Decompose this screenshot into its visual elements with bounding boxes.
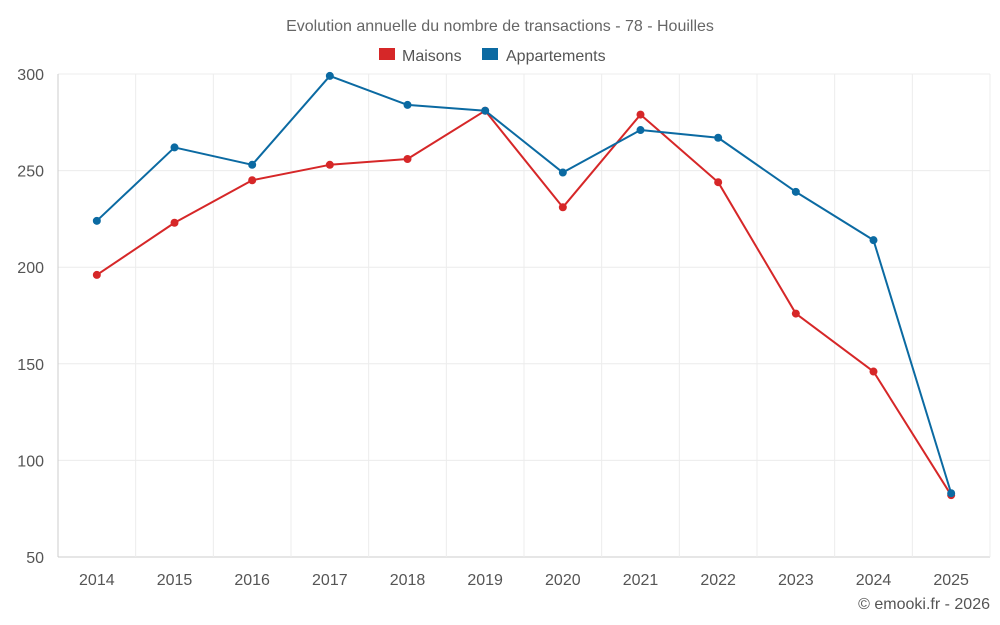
data-point-maisons-2023[interactable] xyxy=(791,309,800,318)
x-tick-label: 2025 xyxy=(933,572,969,589)
data-point-appartements-2023[interactable] xyxy=(791,187,800,196)
legend-swatch-appartements xyxy=(482,48,498,60)
data-point-appartements-2021[interactable] xyxy=(636,126,645,135)
grid xyxy=(57,73,991,558)
data-point-appartements-2024[interactable] xyxy=(869,236,878,245)
y-tick-label: 150 xyxy=(17,357,44,374)
x-tick-label: 2022 xyxy=(700,572,736,589)
chart-title: Evolution annuelle du nombre de transact… xyxy=(286,18,714,35)
data-point-appartements-2016[interactable] xyxy=(248,160,257,169)
data-point-maisons-2018[interactable] xyxy=(403,155,412,164)
series-line-maisons xyxy=(96,109,953,496)
legend-swatch-maisons xyxy=(379,48,395,60)
legend: Maisons Appartements xyxy=(379,48,606,65)
y-axis: 50 100 150 200 250 300 xyxy=(17,67,44,567)
x-tick-label: 2017 xyxy=(312,572,348,589)
data-point-appartements-2014[interactable] xyxy=(92,216,101,225)
data-point-maisons-2015[interactable] xyxy=(170,218,179,227)
data-point-appartements-2025[interactable] xyxy=(947,489,956,498)
x-tick-label: 2021 xyxy=(623,572,659,589)
credit-text: © emooki.fr - 2026 xyxy=(858,596,990,613)
y-tick-label: 300 xyxy=(17,67,44,84)
data-point-maisons-2014[interactable] xyxy=(92,270,101,279)
legend-label-appartements[interactable]: Appartements xyxy=(506,48,606,65)
y-tick-label: 100 xyxy=(17,453,44,470)
data-point-maisons-2020[interactable] xyxy=(558,203,567,212)
y-tick-label: 200 xyxy=(17,260,44,277)
y-tick-label: 250 xyxy=(17,164,44,181)
x-tick-label: 2015 xyxy=(157,572,193,589)
data-point-maisons-2021[interactable] xyxy=(636,110,645,119)
x-tick-label: 2018 xyxy=(390,572,426,589)
legend-label-maisons[interactable]: Maisons xyxy=(402,48,462,65)
data-point-maisons-2016[interactable] xyxy=(248,176,257,185)
data-point-appartements-2022[interactable] xyxy=(714,133,723,142)
y-tick-label: 50 xyxy=(26,550,44,567)
data-point-appartements-2019[interactable] xyxy=(481,106,490,115)
data-point-maisons-2024[interactable] xyxy=(869,367,878,376)
data-point-maisons-2022[interactable] xyxy=(714,178,723,187)
x-tick-label: 2019 xyxy=(467,572,503,589)
x-tick-label: 2016 xyxy=(234,572,270,589)
x-tick-label: 2014 xyxy=(79,572,115,589)
x-tick-label: 2020 xyxy=(545,572,581,589)
data-point-appartements-2017[interactable] xyxy=(325,71,334,80)
x-axis: 2014 2015 2016 2017 2018 2019 2020 2021 2022 2023… xyxy=(79,572,969,589)
x-tick-label: 2023 xyxy=(778,572,814,589)
series-line-appartements xyxy=(96,74,953,494)
series-group xyxy=(92,71,956,500)
x-tick-label: 2024 xyxy=(856,572,892,589)
data-point-appartements-2015[interactable] xyxy=(170,143,179,152)
data-point-appartements-2020[interactable] xyxy=(558,168,567,177)
data-point-appartements-2018[interactable] xyxy=(403,100,412,109)
data-point-maisons-2017[interactable] xyxy=(325,160,334,169)
